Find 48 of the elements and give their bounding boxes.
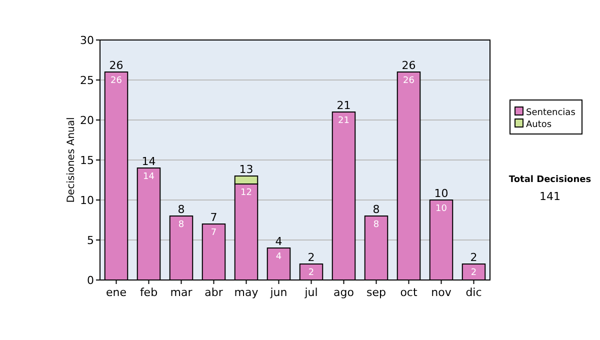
data-label: 8 bbox=[373, 220, 380, 230]
y-tick-label: 30 bbox=[80, 34, 94, 47]
data-label: 12 bbox=[240, 188, 252, 198]
total-label: 2 bbox=[470, 251, 478, 264]
data-label: 14 bbox=[143, 172, 155, 182]
x-tick-label: dic bbox=[466, 286, 482, 299]
x-tick-label: may bbox=[234, 286, 259, 299]
text: 141 bbox=[540, 190, 560, 203]
total-label: 8 bbox=[178, 203, 185, 216]
data-label: 4 bbox=[276, 252, 282, 262]
x-tick-label: abr bbox=[204, 286, 224, 299]
legend-label: Autos bbox=[526, 120, 552, 130]
total-label: 7 bbox=[210, 211, 218, 224]
x-tick-label: feb bbox=[140, 286, 158, 299]
total-label: 8 bbox=[372, 203, 380, 216]
data-label: 26 bbox=[403, 76, 415, 86]
data-label: 8 bbox=[178, 220, 184, 230]
total-label: 14 bbox=[142, 155, 156, 168]
total-label: 10 bbox=[434, 187, 448, 200]
x-tick-label: jun bbox=[269, 286, 288, 299]
y-tick-label: 10 bbox=[80, 194, 94, 207]
text: Total Decisiones bbox=[508, 175, 592, 185]
data-label: 26 bbox=[110, 76, 122, 86]
y-axis-title: Decisiones Anual bbox=[66, 117, 77, 203]
x-tick-label: ago bbox=[334, 286, 354, 299]
total-label: 26 bbox=[109, 59, 124, 72]
total-label: 26 bbox=[402, 59, 416, 72]
x-tick-label: jul bbox=[304, 286, 318, 299]
total-label: 13 bbox=[239, 163, 254, 176]
data-label: 2 bbox=[470, 268, 477, 278]
x-tick-label: sep bbox=[366, 286, 386, 299]
x-tick-label: ene bbox=[106, 286, 127, 299]
y-tick-label: 0 bbox=[87, 274, 94, 287]
total-label: 2 bbox=[308, 251, 315, 264]
y-tick-label: 25 bbox=[80, 74, 94, 87]
x-tick-label: mar bbox=[170, 286, 193, 299]
total-label: 4 bbox=[275, 235, 282, 248]
y-tick-label: 5 bbox=[87, 234, 94, 247]
data-label: 2 bbox=[308, 268, 314, 278]
data-label: 21 bbox=[338, 116, 350, 126]
y-tick-label: 15 bbox=[80, 154, 94, 167]
data-label: 10 bbox=[436, 204, 448, 214]
x-tick-label: nov bbox=[431, 286, 452, 299]
x-tick-label: oct bbox=[400, 286, 418, 299]
y-tick-label: 20 bbox=[80, 114, 94, 127]
legend-label: Sentencias bbox=[526, 108, 576, 118]
total-label: 21 bbox=[336, 99, 351, 112]
data-label: 7 bbox=[210, 228, 217, 238]
